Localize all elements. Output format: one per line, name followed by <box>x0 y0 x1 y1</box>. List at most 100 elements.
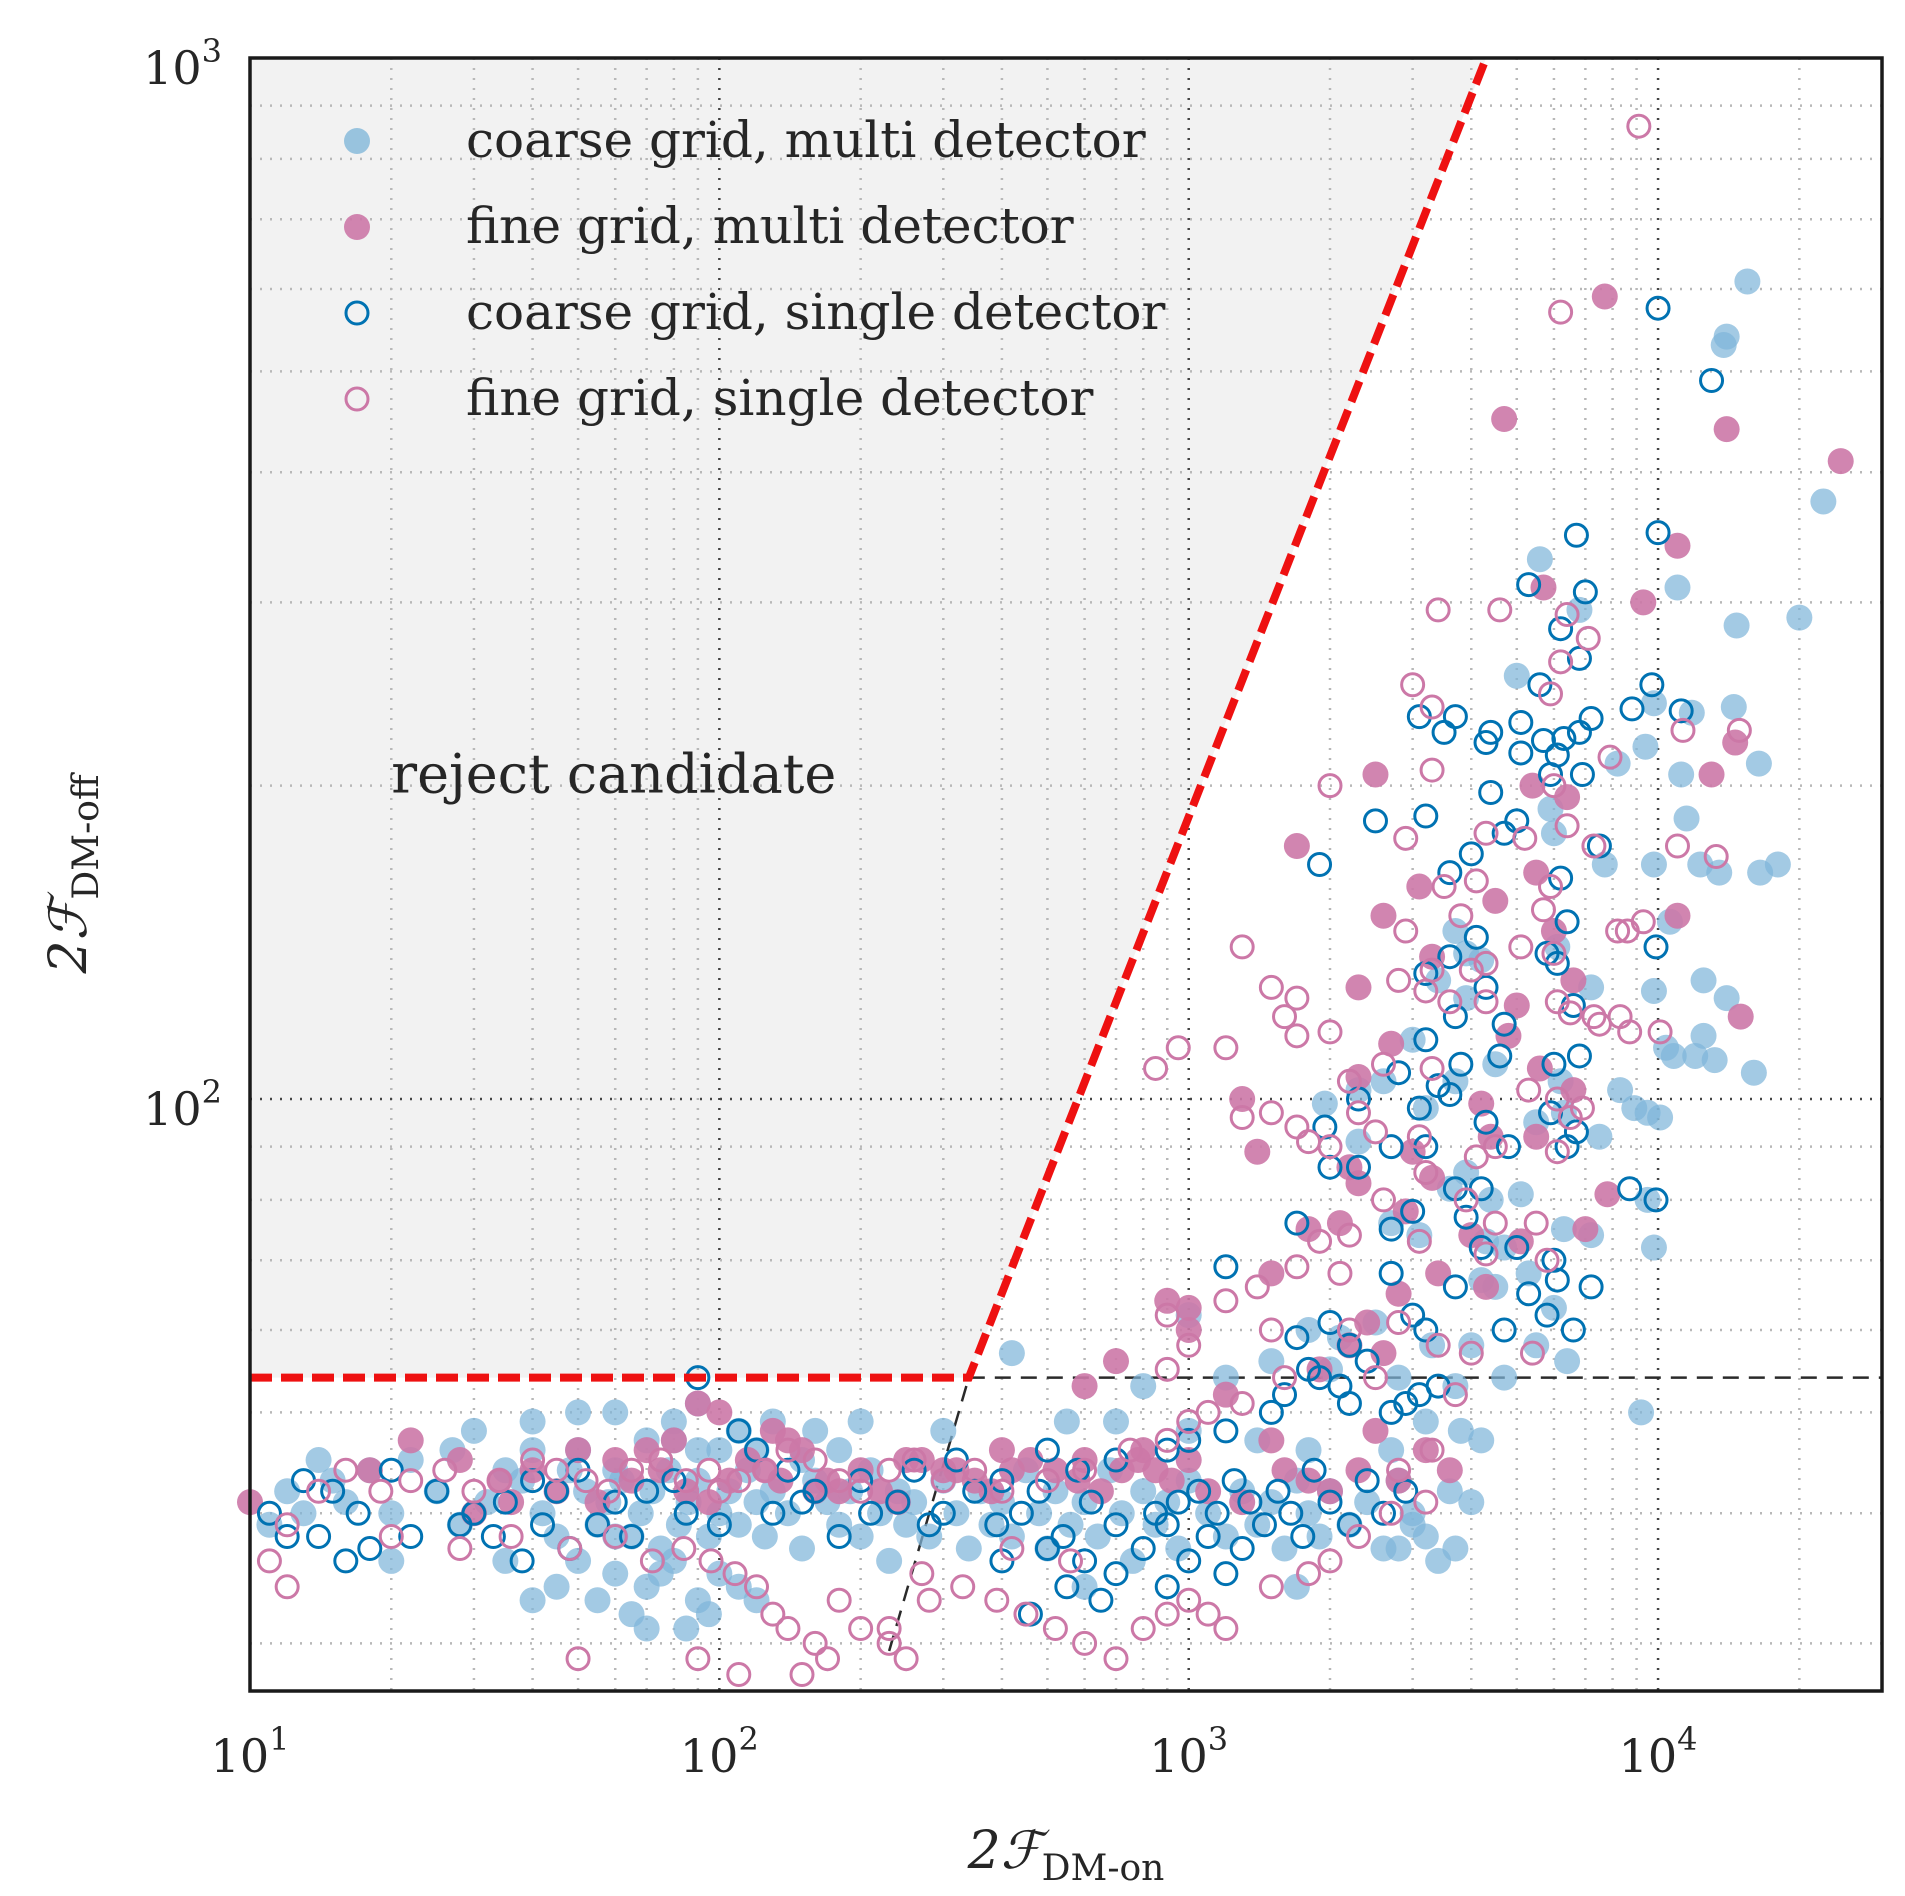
data-point <box>1560 1317 1586 1343</box>
data-point <box>1065 1457 1091 1483</box>
data-point <box>1336 1390 1362 1416</box>
data-point <box>1512 825 1538 851</box>
data-point <box>1458 841 1484 867</box>
data-point <box>1295 1216 1322 1243</box>
data-point <box>530 1512 556 1538</box>
data-point <box>1566 1043 1592 1069</box>
data-point <box>1473 1109 1499 1135</box>
data-point <box>1548 616 1574 642</box>
data-point <box>1317 773 1343 799</box>
data-point <box>1723 612 1750 639</box>
data-point <box>725 1511 752 1538</box>
data-point <box>1436 1457 1463 1484</box>
data-point <box>1327 1260 1353 1286</box>
data-point <box>876 1547 903 1574</box>
data-point <box>1544 1086 1570 1112</box>
data-point <box>356 1457 383 1484</box>
x-tick-label: 104 <box>1619 1720 1698 1783</box>
data-point <box>378 1457 404 1483</box>
data-point <box>1664 833 1690 859</box>
legend: coarse grid, multi detector fine grid, mu… <box>344 111 1165 427</box>
data-point <box>306 1523 332 1549</box>
data-point <box>1550 1216 1577 1243</box>
x-tick-exp: 1 <box>269 1720 289 1758</box>
data-point <box>544 1457 570 1483</box>
data-point <box>1072 1630 1098 1656</box>
x-tick-exp: 2 <box>738 1720 758 1758</box>
data-point <box>1176 1332 1202 1358</box>
data-point <box>290 1500 317 1527</box>
data-point <box>519 1587 546 1614</box>
legend-label: fine grid, multi detector <box>466 197 1074 255</box>
data-point <box>1013 1601 1039 1627</box>
data-point <box>1538 874 1564 900</box>
data-point <box>847 1523 874 1550</box>
data-point <box>1508 709 1534 735</box>
legend-marker <box>344 214 370 240</box>
data-point <box>1463 1144 1489 1170</box>
legend-marker <box>344 386 370 412</box>
data-point <box>1378 1260 1404 1286</box>
data-point <box>1572 1216 1599 1243</box>
data-point <box>1213 1254 1239 1280</box>
data-point <box>1345 1154 1371 1180</box>
data-point <box>1406 1222 1433 1249</box>
data-point <box>1386 1060 1412 1086</box>
data-point <box>962 1457 988 1483</box>
data-point <box>1437 989 1463 1015</box>
data-point <box>1703 843 1729 869</box>
data-point <box>1221 1468 1247 1494</box>
data-point <box>1265 1478 1291 1504</box>
data-point <box>1516 572 1542 598</box>
data-point <box>1482 1210 1508 1236</box>
data-point <box>1412 1408 1439 1435</box>
data-point <box>398 1523 424 1549</box>
x-tick-base: 10 <box>211 1729 270 1783</box>
data-point <box>1258 1317 1284 1343</box>
data-point <box>722 1561 748 1587</box>
data-point <box>1640 690 1667 717</box>
data-point <box>1103 1408 1130 1435</box>
data-point <box>876 1630 902 1656</box>
data-point <box>1399 1026 1426 1053</box>
data-point <box>1130 1373 1157 1400</box>
data-point <box>1720 694 1747 721</box>
data-point <box>1176 1587 1202 1613</box>
data-point <box>1436 1478 1463 1505</box>
data-point <box>1258 974 1284 1000</box>
data-point <box>1229 1536 1255 1562</box>
data-point <box>1541 1247 1567 1273</box>
data-point <box>1619 696 1645 722</box>
data-point <box>1540 820 1567 847</box>
data-point <box>1442 1004 1468 1030</box>
data-point <box>1378 1399 1404 1425</box>
data-point <box>1317 1019 1343 1045</box>
data-point <box>893 1511 920 1538</box>
data-point <box>1640 851 1667 878</box>
data-point <box>1473 1273 1500 1300</box>
data-point <box>647 1560 674 1587</box>
data-point <box>752 1457 778 1483</box>
data-point <box>1088 1587 1114 1613</box>
data-point <box>1165 1535 1192 1562</box>
data-point <box>1468 1427 1495 1454</box>
data-point <box>1406 1095 1432 1121</box>
data-point <box>1362 1365 1388 1391</box>
data-point <box>1458 1332 1485 1359</box>
data-point <box>584 1489 611 1516</box>
data-point <box>1317 1489 1343 1515</box>
data-point <box>1557 1104 1583 1130</box>
data-point <box>1176 1548 1202 1574</box>
data-point <box>1569 761 1595 787</box>
data-point <box>660 1408 687 1435</box>
data-point <box>1491 406 1518 433</box>
y-tick-exp: 2 <box>202 1073 222 1111</box>
data-point <box>815 1646 841 1672</box>
data-point <box>1130 1616 1156 1642</box>
data-point <box>446 1447 473 1474</box>
data-point <box>357 1536 383 1562</box>
data-point <box>1195 1500 1222 1527</box>
data-point <box>1447 1417 1474 1444</box>
data-point <box>1258 1427 1285 1454</box>
